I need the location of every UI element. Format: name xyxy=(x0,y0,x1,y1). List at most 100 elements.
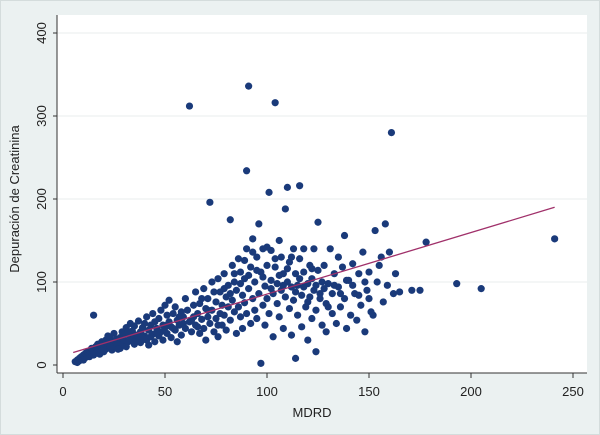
data-point xyxy=(416,286,424,294)
data-point xyxy=(159,336,167,344)
data-point xyxy=(281,293,289,301)
data-point xyxy=(328,309,336,318)
data-point xyxy=(373,278,381,286)
data-point xyxy=(183,306,192,314)
data-point xyxy=(361,278,369,286)
data-point xyxy=(132,338,141,346)
gridlines xyxy=(57,32,587,283)
data-point xyxy=(551,235,559,243)
data-point xyxy=(169,324,177,333)
data-point xyxy=(220,285,228,293)
data-point xyxy=(177,331,185,339)
data-point xyxy=(271,263,279,271)
data-point xyxy=(232,329,240,338)
data-point xyxy=(251,306,259,314)
data-point xyxy=(289,245,298,253)
data-point xyxy=(383,281,391,289)
data-point xyxy=(347,311,355,319)
data-point xyxy=(287,253,296,261)
data-point xyxy=(267,285,275,293)
data-point xyxy=(291,288,300,296)
data-point xyxy=(285,304,294,313)
data-point xyxy=(236,313,245,321)
data-point xyxy=(334,253,342,261)
data-point xyxy=(171,303,179,311)
data-point xyxy=(243,245,251,253)
data-point xyxy=(114,345,122,353)
data-point xyxy=(273,280,281,288)
data-point xyxy=(267,276,275,284)
data-point xyxy=(359,248,367,256)
data-point xyxy=(124,328,132,336)
data-point xyxy=(243,167,251,175)
data-point xyxy=(349,260,357,268)
data-point xyxy=(208,278,216,286)
data-point xyxy=(210,288,218,296)
data-point xyxy=(324,280,332,288)
data-point xyxy=(238,291,247,299)
data-point xyxy=(338,263,347,271)
x-tick-label: 200 xyxy=(460,384,482,399)
data-point xyxy=(371,226,379,235)
data-point xyxy=(130,322,138,330)
data-point xyxy=(249,248,257,256)
data-point xyxy=(232,286,240,294)
data-point xyxy=(326,245,334,253)
data-point xyxy=(234,303,243,311)
data-point xyxy=(312,306,320,314)
data-point xyxy=(206,319,214,328)
data-point xyxy=(340,295,349,303)
data-point xyxy=(251,278,259,286)
data-point xyxy=(304,336,312,344)
data-point xyxy=(230,270,238,278)
data-point xyxy=(308,314,316,323)
data-point xyxy=(151,338,159,346)
data-point xyxy=(173,338,181,346)
data-point xyxy=(236,280,245,288)
data-point xyxy=(194,323,202,331)
data-point xyxy=(228,296,236,304)
data-point xyxy=(253,253,261,261)
plot-area xyxy=(57,15,587,373)
data-point xyxy=(185,102,194,110)
data-point xyxy=(226,216,234,224)
data-point xyxy=(222,326,230,334)
data-point xyxy=(320,285,328,293)
data-point xyxy=(340,231,349,240)
y-tick-label: 0 xyxy=(34,361,49,368)
data-point xyxy=(169,309,177,318)
data-point xyxy=(261,321,269,329)
y-axis-title: Depuración de Creatinina xyxy=(7,125,22,273)
data-point xyxy=(312,281,320,289)
data-point xyxy=(263,243,271,251)
data-point xyxy=(300,283,308,291)
y-tick-label: 300 xyxy=(34,105,49,127)
data-point xyxy=(200,324,208,333)
data-point xyxy=(281,205,289,213)
data-point xyxy=(316,295,324,303)
data-point xyxy=(214,321,222,329)
data-point xyxy=(145,341,153,349)
y-tick-label: 100 xyxy=(34,271,49,293)
data-point xyxy=(277,253,285,261)
data-point xyxy=(391,270,400,278)
data-point xyxy=(263,295,271,303)
data-point xyxy=(300,245,308,253)
data-point xyxy=(332,319,340,328)
data-point xyxy=(396,288,404,296)
data-point xyxy=(296,255,304,263)
x-tick-label: 150 xyxy=(358,384,380,399)
data-point xyxy=(245,271,253,279)
data-point xyxy=(202,336,210,344)
data-point xyxy=(361,328,369,336)
data-point xyxy=(240,256,249,265)
data-point xyxy=(379,298,387,306)
data-point xyxy=(265,188,273,196)
data-point xyxy=(189,301,198,309)
data-point xyxy=(187,328,196,336)
data-point xyxy=(167,334,175,342)
x-axis-title: MDRD xyxy=(293,405,332,420)
data-point xyxy=(389,290,398,298)
data-point xyxy=(212,314,220,323)
data-point xyxy=(155,314,163,323)
